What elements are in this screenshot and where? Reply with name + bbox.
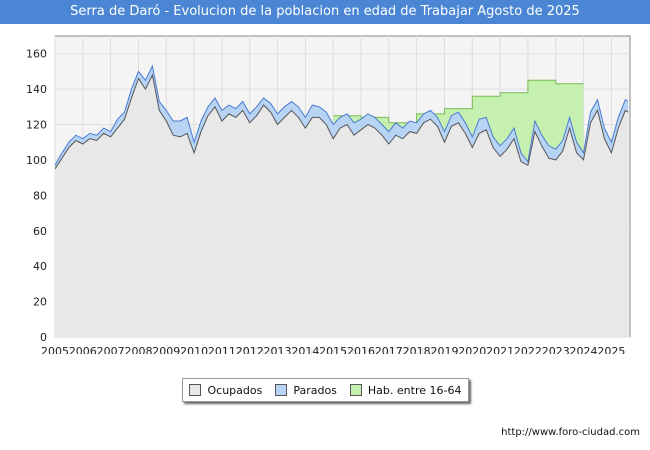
- y-tick-label: 80: [33, 189, 47, 202]
- legend-item-parados: Parados: [275, 384, 337, 397]
- legend: Ocupados Parados Hab. entre 16-64: [182, 378, 469, 402]
- x-tick-label: 2023: [542, 345, 570, 354]
- x-tick-label: 2021: [486, 345, 514, 354]
- x-tick-label: 2005: [41, 345, 69, 354]
- chart-title: Serra de Daró - Evolucion de la poblacio…: [0, 0, 650, 24]
- x-tick-label: 2024: [570, 345, 598, 354]
- x-tick-label: 2015: [319, 345, 347, 354]
- series-habitantes-line: [333, 79, 584, 124]
- legend-label-parados: Parados: [293, 383, 337, 397]
- legend-swatch-parados: [275, 384, 288, 396]
- series-ocupados-line: [54, 73, 629, 170]
- x-tick-label: 2018: [403, 345, 431, 354]
- y-tick-label: 40: [33, 260, 47, 273]
- x-tick-label: 2020: [458, 345, 486, 354]
- x-tick-label: 2010: [180, 345, 208, 354]
- y-axis: 0 20 40 60 80 100 120 140 160: [26, 48, 47, 344]
- y-tick-label: 160: [26, 48, 47, 61]
- series-layer: [54, 64, 629, 338]
- legend-swatch-ocupados: [189, 384, 202, 396]
- y-tick-label: 20: [33, 296, 47, 309]
- chart-area: FORO-CIUDAD.COM 0 20 40 60 80 100 120 140 160 20…: [26, 35, 631, 354]
- y-tick-label: 0: [40, 331, 47, 344]
- x-tick-label: 2006: [69, 345, 97, 354]
- legend-item-habitantes: Hab. entre 16-64: [349, 383, 462, 397]
- x-tick-label: 2007: [97, 345, 125, 354]
- legend-label-habitantes: Hab. entre 16-64: [367, 383, 462, 397]
- x-tick-label: 2014: [291, 345, 319, 354]
- y-tick-label: 120: [26, 119, 47, 132]
- y-tick-label: 100: [26, 154, 47, 167]
- source-link[interactable]: http://www.foro-ciudad.com: [501, 427, 640, 438]
- x-tick-label: 2022: [514, 345, 542, 354]
- x-tick-label: 2025: [597, 345, 625, 354]
- y-tick-label: 60: [33, 225, 47, 238]
- x-tick-label: 2013: [264, 345, 292, 354]
- x-tick-label: 2008: [124, 345, 152, 354]
- x-axis: 2005 2006 2007 2008 2009 2010 2011 2012 2013 2014…: [41, 345, 625, 354]
- x-tick-label: 2011: [208, 345, 236, 354]
- y-tick-label: 140: [26, 83, 47, 96]
- watermark: FORO-CIUDAD.COM: [222, 345, 438, 354]
- x-tick-label: 2016: [347, 345, 375, 354]
- x-tick-label: 2012: [236, 345, 264, 354]
- x-tick-label: 2019: [430, 345, 458, 354]
- legend-swatch-habitantes: [349, 384, 362, 396]
- series-parados-line: [54, 64, 629, 166]
- legend-label-ocupados: Ocupados: [207, 383, 263, 397]
- legend-item-ocupados: Ocupados: [189, 384, 262, 397]
- x-tick-label: 2009: [152, 345, 180, 354]
- x-tick-label: 2017: [375, 345, 403, 354]
